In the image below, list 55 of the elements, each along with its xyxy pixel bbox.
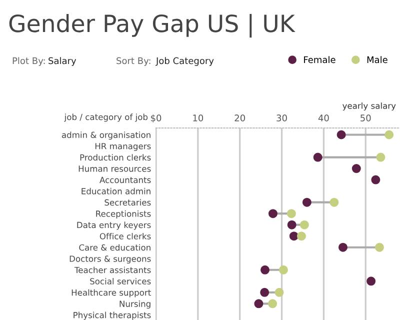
point	[330, 198, 339, 207]
point	[313, 152, 322, 162]
y-tick-label: Production clerks	[80, 154, 151, 161]
y-tick-label: admin & organisation	[62, 132, 150, 140]
y-tick-label: Doctors & surgeons	[70, 256, 151, 264]
point	[366, 276, 376, 286]
point	[376, 152, 386, 162]
y-tick-label: Nursing	[120, 300, 150, 309]
y-tick-label: Office clerks	[100, 232, 151, 240]
x-tick-label: 40	[318, 114, 329, 122]
point	[302, 198, 312, 207]
text: Job Category	[156, 57, 214, 66]
y-tick-label: Teacher assistants	[74, 266, 151, 274]
point	[287, 220, 296, 230]
y-tick-label: Education admin	[82, 188, 150, 194]
chart-title: Gender Pay Gap US | UK	[9, 14, 296, 38]
y-tick-label: Receptionists	[96, 210, 151, 218]
text: Salary	[48, 57, 76, 66]
point	[296, 232, 306, 241]
text: Plot By:	[12, 57, 45, 66]
point	[268, 209, 278, 218]
y-tick-label: Healthcare support	[72, 289, 151, 298]
y-tick-label: Data entry keyers	[77, 222, 151, 230]
legend-label: Male	[367, 56, 388, 64]
legend-label: Female	[304, 56, 336, 64]
point	[268, 299, 278, 308]
text: Sort By:	[116, 57, 150, 66]
x-tick-label: 10	[193, 114, 204, 122]
x-axis-title: yearly salary	[342, 102, 396, 111]
y-tick-label: Human resources	[78, 166, 151, 172]
point	[336, 130, 346, 140]
point	[260, 288, 270, 297]
point	[300, 220, 309, 230]
y-axis-title: job / category of job	[64, 114, 148, 122]
y-tick-label: Physical therapists	[74, 312, 151, 320]
point	[286, 209, 296, 218]
point	[352, 164, 361, 174]
x-tick-label: 50	[360, 114, 371, 122]
y-tick-label: Accountants	[100, 176, 151, 184]
point	[254, 299, 264, 308]
point	[260, 265, 270, 274]
point	[371, 175, 380, 184]
point	[278, 265, 288, 274]
point	[289, 232, 298, 241]
y-tick-label: Secretaries	[104, 199, 151, 206]
point	[274, 288, 284, 297]
y-tick-label: Care & education	[79, 244, 150, 251]
y-tick-label: HR managers	[95, 143, 151, 151]
point	[374, 242, 384, 252]
x-tick-label: $0	[151, 114, 162, 123]
y-tick-label: Social services	[90, 278, 151, 284]
x-tick-label: 20	[234, 114, 245, 122]
point	[338, 242, 348, 252]
x-tick-label: 30	[276, 114, 287, 122]
point	[384, 130, 394, 140]
